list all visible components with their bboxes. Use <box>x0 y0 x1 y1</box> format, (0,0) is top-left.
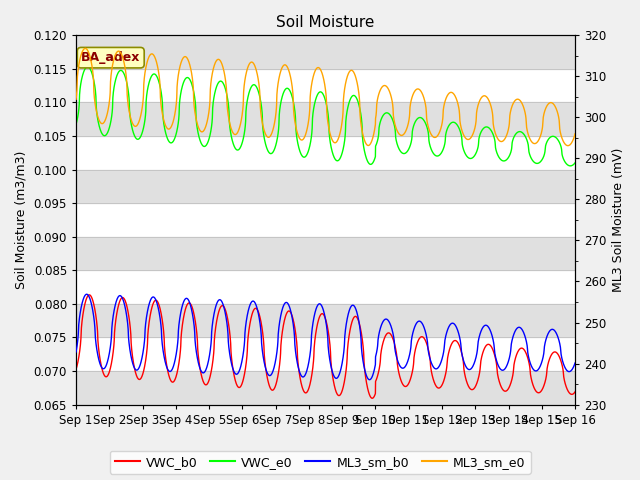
Y-axis label: ML3 Soil Moisture (mV): ML3 Soil Moisture (mV) <box>612 148 625 292</box>
Bar <box>76 102 575 136</box>
Legend: VWC_b0, VWC_e0, ML3_sm_b0, ML3_sm_e0: VWC_b0, VWC_e0, ML3_sm_b0, ML3_sm_e0 <box>109 451 531 474</box>
Bar <box>76 36 575 69</box>
Text: BA_adex: BA_adex <box>81 51 140 64</box>
Bar <box>76 304 575 337</box>
Y-axis label: Soil Moisture (m3/m3): Soil Moisture (m3/m3) <box>15 151 28 289</box>
Bar <box>76 371 575 405</box>
Bar <box>76 169 575 203</box>
Title: Soil Moisture: Soil Moisture <box>276 15 375 30</box>
Bar <box>76 237 575 270</box>
